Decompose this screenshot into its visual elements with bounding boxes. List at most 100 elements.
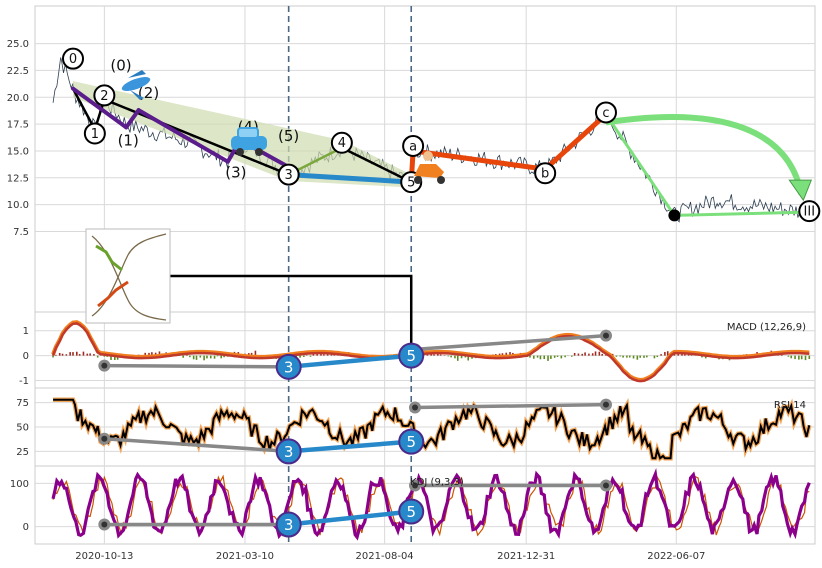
divergence-label-circle <box>275 353 302 380</box>
wave-label-c: c <box>602 106 609 121</box>
x-tick-label: 2021-08-04 <box>356 551 414 562</box>
pivot-marker <box>668 209 681 222</box>
x-tick-label: 2020-10-13 <box>75 551 133 562</box>
wave-segment-green <box>604 112 676 217</box>
kdj-title: KDJ (9,3,3) <box>410 477 464 488</box>
divergence-line <box>413 402 608 410</box>
y-tick-label: 25 <box>16 447 29 458</box>
divergence-marker-center <box>412 482 419 489</box>
y-tick-label: 100 <box>10 479 29 490</box>
divergence-label-circle <box>398 342 425 369</box>
divergence-line <box>102 436 291 454</box>
sub-wave-label: (5) <box>278 127 299 145</box>
divergence-label-circle <box>275 511 302 538</box>
wave-segment <box>340 146 413 184</box>
sub-wave-segment <box>136 108 230 164</box>
wave-label-b-circle <box>534 162 557 185</box>
y-tick-label: 75 <box>16 398 29 409</box>
wave-label-4: 4 <box>338 136 346 151</box>
thumbnail-green-wave <box>95 244 123 272</box>
wave-label-0: 0 <box>69 52 77 67</box>
wave-segment-green <box>672 210 811 217</box>
axis-ticks: 2020-10-13 2021-03-10 2021-08-04 2021-12-31… <box>7 39 706 562</box>
y-tick-label: 20.0 <box>7 93 29 104</box>
wave-label-III-circle <box>798 200 821 223</box>
y-tick-label: 12.5 <box>7 173 29 184</box>
wave-label-2: 2 <box>100 89 108 104</box>
y-tick-label: 15.0 <box>7 146 29 157</box>
divergence-label-circle <box>398 498 425 525</box>
divergence-marker-center <box>412 404 419 411</box>
wave-segment-blue <box>286 172 414 185</box>
sub-wave-label: (1) <box>118 131 139 149</box>
divergence-marker-center <box>101 435 108 442</box>
wave-segment-orange <box>542 111 609 172</box>
divergence-marker-center <box>602 401 609 408</box>
wave-label-c-circle <box>594 101 617 124</box>
y-tick-label: 25.0 <box>7 39 29 50</box>
y-tick-label: 0 <box>23 351 29 362</box>
scooter-icon <box>414 151 445 184</box>
divergence-marker-center <box>602 482 609 489</box>
wave-label-2-circle <box>93 84 116 107</box>
sub-wave-label: (0) <box>110 57 131 75</box>
rsi-line <box>53 398 811 460</box>
divergence-label: 5 <box>406 503 416 521</box>
x-tick-label: 2022-06-07 <box>647 551 705 562</box>
wave-label-5: 5 <box>407 176 415 191</box>
sub-wave-label: (3) <box>225 164 246 182</box>
wave-label-3: 3 <box>285 168 293 183</box>
divergence-blue-line <box>286 353 414 370</box>
divergence-marker-center <box>101 521 108 528</box>
divergence-line <box>413 333 608 352</box>
divergence-marker-center <box>602 332 609 339</box>
y-tick-label: 7.5 <box>13 227 29 238</box>
divergence-line <box>102 363 291 369</box>
divergence-blue-line <box>286 439 414 454</box>
wave-label-1: 1 <box>91 127 99 142</box>
indicator-series <box>51 57 812 541</box>
wave-label-III: III <box>804 205 816 220</box>
wave-label-0-circle <box>62 47 85 70</box>
y-tick-label: -1 <box>19 376 29 387</box>
y-tick-label: 10.0 <box>7 200 29 211</box>
wave-label-3-circle <box>277 163 300 186</box>
connector-line <box>170 274 413 346</box>
y-tick-label: 1 <box>23 326 29 337</box>
wave-label-a: a <box>409 139 417 154</box>
divergence-marker-center <box>101 362 108 369</box>
y-tick-label: 50 <box>16 423 29 434</box>
airplane-icon <box>121 70 151 100</box>
divergence-blue-line <box>286 509 414 527</box>
divergence-label: 5 <box>406 347 416 365</box>
projection-arrow <box>605 114 805 195</box>
wave-label-1-circle <box>83 122 106 145</box>
y-tick-label: 0 <box>23 522 29 533</box>
projection-arrowhead <box>788 179 813 202</box>
x-tick-label: 2021-03-10 <box>216 551 274 562</box>
kdj-j-line <box>51 468 811 541</box>
divergence-label-circle <box>275 438 302 465</box>
divergence-label: 3 <box>284 516 294 534</box>
car-icon <box>231 127 267 156</box>
wave-segment-orange <box>410 148 548 172</box>
divergence-label: 5 <box>406 433 416 451</box>
wave-segment <box>71 87 97 131</box>
wave-label-a-circle <box>402 134 425 157</box>
macd-line <box>51 322 810 383</box>
divergence-label: 3 <box>284 443 294 461</box>
y-tick-label: 17.5 <box>7 120 29 131</box>
pattern-thumbnail <box>85 228 171 324</box>
x-tick-label: 2021-12-31 <box>497 551 555 562</box>
rsi-title: RSI 14 <box>774 400 806 411</box>
thumbnail-orange-wave <box>97 280 129 308</box>
sub-wave-segment <box>71 86 129 130</box>
wave-label-b: b <box>541 167 549 182</box>
y-tick-label: 22.5 <box>7 66 29 77</box>
divergence-label-circle <box>398 428 425 455</box>
divergence-label: 3 <box>284 358 294 376</box>
wave-label-4-circle <box>330 131 353 154</box>
sub-wave-segment <box>124 108 141 130</box>
